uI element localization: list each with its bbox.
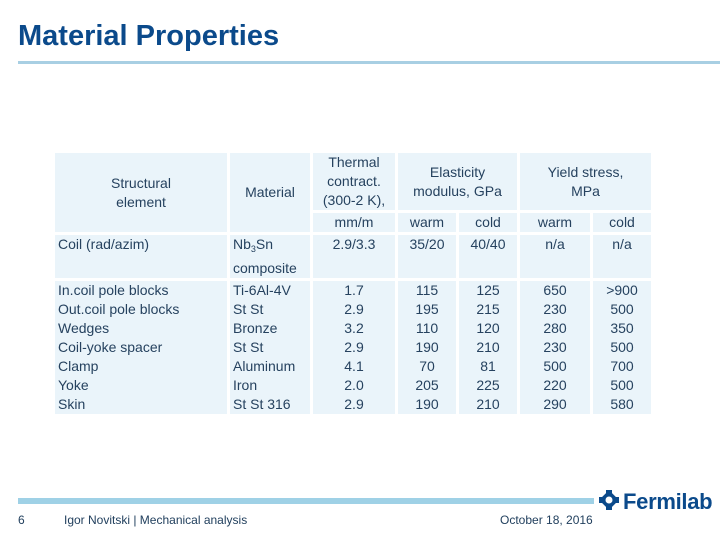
cell-y-warm: 230 (543, 301, 567, 317)
cell-material: Aluminum (233, 358, 296, 374)
header-elasticity: Elasticity modulus, GPa (398, 153, 517, 210)
cell-e-warm: 190 (415, 396, 439, 412)
cell-element: Wedges (58, 320, 110, 336)
cell-element: Clamp (58, 358, 99, 374)
cell-e-cold: 215 (476, 301, 500, 317)
footer-date: October 18, 2016 (500, 513, 593, 527)
cell-material: Ti-6Al-4V (233, 282, 291, 298)
table-row-coil: Coil (rad/azim) Nb3Sn composite 2.9/3.3 3… (55, 232, 651, 278)
cell-e-warm: 190 (415, 339, 439, 355)
column-e-warm: 115 195 110 190 70 205 190 (398, 281, 456, 414)
material-properties-table: Structural element Material Thermal cont… (52, 153, 654, 414)
header-row-1: Structural element Material Thermal cont… (55, 153, 651, 232)
cell-y-cold: >900 (606, 282, 638, 298)
header-thermal: Thermal contract. (300-2 K), (313, 153, 395, 210)
cell-material: St St (233, 339, 264, 355)
cell-material: Nb3Sn composite (230, 232, 310, 278)
column-y-cold: >900 500 350 500 700 500 580 (593, 281, 651, 414)
cell-element: Coil (rad/azim) (55, 232, 227, 278)
page-number: 6 (18, 513, 25, 527)
header-elasticity-warm: warm (398, 210, 456, 232)
cell-thermal: 3.2 (344, 320, 364, 336)
cell-thermal: 2.9/3.3 (313, 232, 395, 278)
cell-y-cold: 500 (610, 377, 634, 393)
column-element: In.coil pole blocks Out.coil pole blocks… (55, 281, 227, 414)
cell-y-cold: 350 (610, 320, 634, 336)
fermilab-logo-icon (599, 489, 619, 515)
cell-e-cold: 210 (476, 339, 500, 355)
slide-title: Material Properties (18, 20, 280, 52)
cell-element: Coil-yoke spacer (58, 339, 163, 355)
column-material: Ti-6Al-4V St St Bronze St St Aluminum Ir… (230, 281, 310, 414)
cell-e-cold: 225 (476, 377, 500, 393)
cell-material: Iron (233, 377, 258, 393)
column-e-cold: 125 215 120 210 81 225 210 (459, 281, 517, 414)
cell-thermal: 4.1 (344, 358, 364, 374)
cell-thermal: 1.7 (344, 282, 364, 298)
header-yield-cold: cold (593, 210, 651, 232)
cell-e-warm: 110 (415, 320, 439, 336)
cell-e-cold: 210 (476, 396, 500, 412)
cell-y-cold: 500 (610, 301, 634, 317)
cell-thermal: 2.9 (344, 396, 364, 412)
cell-y-warm: 290 (543, 396, 567, 412)
cell-element: Yoke (58, 377, 89, 393)
cell-element: Skin (58, 396, 86, 412)
cell-y-cold: 500 (610, 339, 634, 355)
header-thermal-unit: mm/m (313, 210, 395, 232)
cell-y-cold: n/a (593, 232, 651, 278)
cell-y-warm: n/a (520, 232, 590, 278)
cell-thermal: 2.9 (344, 301, 364, 317)
cell-y-warm: 500 (543, 358, 567, 374)
cell-e-warm: 70 (419, 358, 435, 374)
footer-author: Igor Novitski | Mechanical analysis (64, 513, 248, 527)
cell-thermal: 2.9 (344, 339, 364, 355)
column-y-warm: 650 230 280 230 500 220 290 (520, 281, 590, 414)
cell-y-cold: 580 (610, 396, 634, 412)
cell-material: St St 316 (233, 396, 291, 412)
fermilab-logo-text: Fermilab (623, 489, 713, 514)
cell-y-warm: 230 (543, 339, 567, 355)
cell-y-warm: 650 (543, 282, 567, 298)
header-row-2: mm/m warm cold warm cold (55, 210, 651, 232)
footer-divider (18, 498, 594, 504)
cell-thermal: 2.0 (344, 377, 364, 393)
cell-y-cold: 700 (610, 358, 634, 374)
header-structural-element: Structural element (55, 153, 227, 232)
column-thermal: 1.7 2.9 3.2 2.9 4.1 2.0 2.9 (313, 281, 395, 414)
cell-y-warm: 280 (543, 320, 567, 336)
title-divider (18, 61, 720, 64)
cell-e-cold: 125 (476, 282, 500, 298)
header-yield: Yield stress, MPa (520, 153, 651, 210)
cell-e-warm: 205 (415, 377, 439, 393)
cell-e-cold: 120 (476, 320, 500, 336)
cell-e-warm: 195 (415, 301, 439, 317)
cell-e-warm: 35/20 (398, 232, 456, 278)
fermilab-logo: Fermilab (599, 489, 713, 515)
header-material: Material (230, 153, 310, 232)
cell-element: Out.coil pole blocks (58, 301, 180, 317)
cell-e-cold: 81 (480, 358, 496, 374)
cell-e-cold: 40/40 (459, 232, 517, 278)
cell-element: In.coil pole blocks (58, 282, 169, 298)
cell-e-warm: 115 (415, 282, 439, 298)
header-yield-warm: warm (520, 210, 590, 232)
table-row-body: In.coil pole blocks Out.coil pole blocks… (55, 281, 651, 414)
cell-material: St St (233, 301, 264, 317)
cell-y-warm: 220 (543, 377, 567, 393)
cell-material: Bronze (233, 320, 278, 336)
header-elasticity-cold: cold (459, 210, 517, 232)
